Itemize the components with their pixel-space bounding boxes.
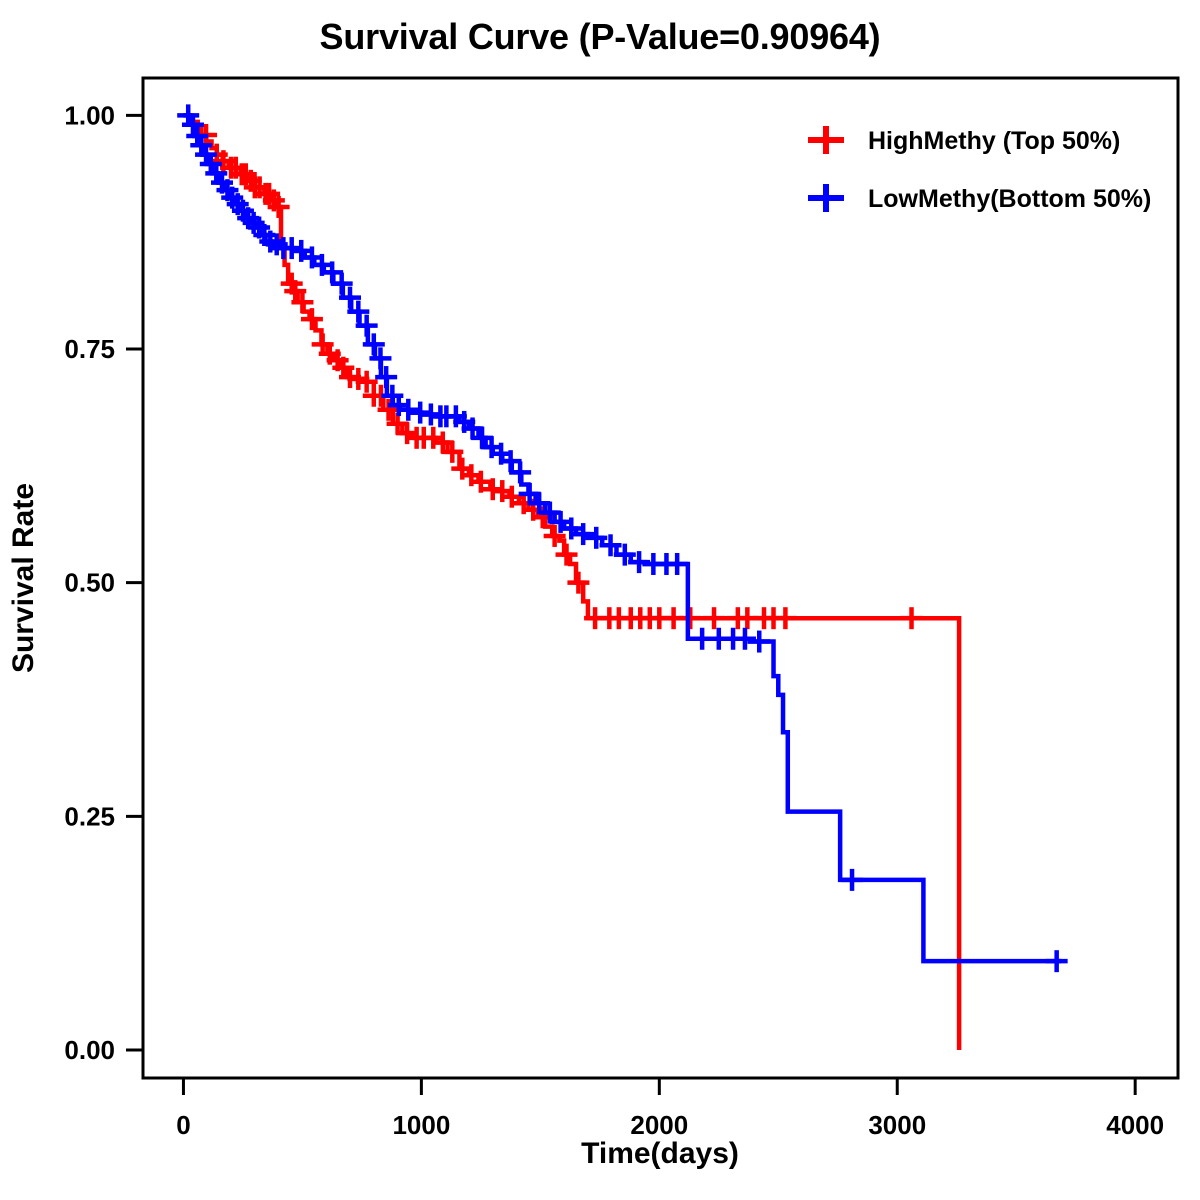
y-axis-title: Survival Rate [7, 483, 40, 673]
series-container [177, 104, 1068, 1050]
y-tick-label: 0.25 [64, 801, 115, 831]
x-axis-title: Time(days) [581, 1137, 739, 1170]
y-tick-label: 1.00 [64, 100, 115, 130]
y-axis-ticks [126, 113, 143, 1052]
legend-label: LowMethy(Bottom 50%) [868, 185, 1151, 213]
censor-marks [195, 124, 923, 630]
legend: HighMethy (Top 50%) LowMethy(Bottom 50%) [808, 126, 1151, 213]
censor-marks [177, 104, 1068, 973]
panel-border [141, 76, 1180, 1080]
y-axis-tick-labels: 0.00 0.25 0.50 0.75 1.00 [64, 100, 115, 1065]
y-tick-label: 0.75 [64, 334, 115, 364]
page-title: Survival Curve (P-Value=0.90964) [319, 16, 881, 57]
x-axis-ticks [181, 1078, 1137, 1095]
series-2 [177, 104, 1068, 973]
panel [141, 76, 1180, 1080]
legend-item-1[interactable]: HighMethy (Top 50%) [808, 126, 1120, 155]
x-tick-label: 3000 [868, 1110, 926, 1140]
y-tick-label: 0.50 [64, 568, 115, 598]
x-axis-tick-labels: 0 1000 2000 3000 4000 [176, 1110, 1164, 1140]
y-tick-label: 0.00 [64, 1035, 115, 1065]
step-line [183, 113, 1062, 964]
x-tick-label: 4000 [1106, 1110, 1164, 1140]
x-tick-label: 1000 [392, 1110, 450, 1140]
legend-item-2[interactable]: LowMethy(Bottom 50%) [808, 184, 1151, 213]
legend-label: HighMethy (Top 50%) [868, 127, 1120, 155]
x-tick-label: 2000 [630, 1110, 688, 1140]
x-tick-label: 0 [176, 1110, 190, 1140]
